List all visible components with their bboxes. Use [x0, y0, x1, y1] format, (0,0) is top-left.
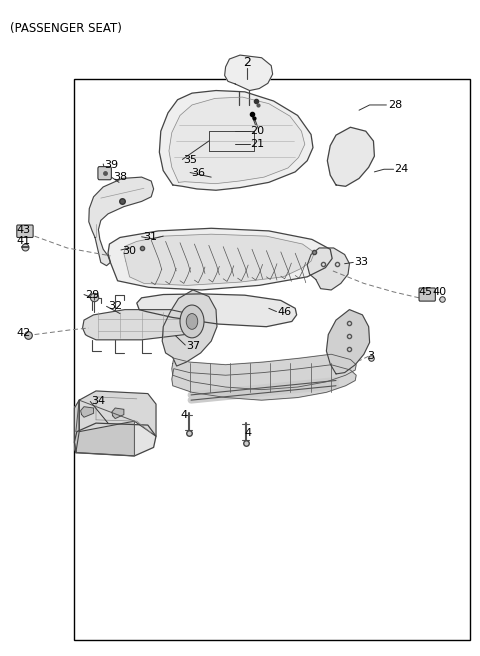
Text: 36: 36	[191, 168, 205, 178]
Text: 39: 39	[105, 159, 119, 170]
Polygon shape	[225, 55, 273, 91]
Text: 45: 45	[419, 287, 432, 297]
Text: 34: 34	[91, 396, 105, 407]
Polygon shape	[124, 234, 314, 285]
Text: 28: 28	[388, 100, 402, 110]
Text: 35: 35	[183, 155, 197, 165]
Text: 43: 43	[17, 224, 31, 235]
Text: 32: 32	[108, 301, 122, 312]
Text: 24: 24	[395, 164, 409, 174]
Polygon shape	[162, 290, 217, 366]
Polygon shape	[307, 248, 349, 290]
Text: 37: 37	[186, 340, 200, 351]
Text: 20: 20	[251, 126, 264, 136]
Circle shape	[180, 305, 204, 338]
Text: 3: 3	[367, 350, 374, 361]
Polygon shape	[89, 177, 154, 266]
Polygon shape	[108, 228, 332, 290]
FancyBboxPatch shape	[98, 167, 111, 180]
Circle shape	[186, 314, 198, 329]
Text: 38: 38	[113, 172, 127, 182]
Text: 4: 4	[245, 428, 252, 438]
Polygon shape	[172, 365, 356, 400]
Text: 29: 29	[85, 289, 100, 300]
Text: 46: 46	[277, 306, 291, 317]
Polygon shape	[159, 91, 313, 190]
Polygon shape	[137, 294, 297, 327]
Polygon shape	[172, 354, 356, 390]
FancyBboxPatch shape	[419, 288, 435, 301]
Text: 41: 41	[17, 236, 31, 246]
FancyBboxPatch shape	[17, 225, 33, 237]
Polygon shape	[327, 127, 374, 186]
Text: 42: 42	[17, 327, 31, 338]
Text: (PASSENGER SEAT): (PASSENGER SEAT)	[10, 22, 121, 35]
Text: 30: 30	[122, 245, 136, 256]
Text: 2: 2	[243, 56, 251, 69]
Text: 31: 31	[143, 232, 157, 243]
Text: 21: 21	[251, 139, 264, 150]
Polygon shape	[79, 391, 156, 436]
Bar	[74, 79, 470, 640]
Text: 4: 4	[180, 409, 188, 420]
Polygon shape	[81, 407, 94, 417]
Polygon shape	[326, 310, 370, 374]
Polygon shape	[112, 408, 124, 419]
Text: 40: 40	[432, 287, 446, 297]
Polygon shape	[83, 310, 199, 340]
Polygon shape	[169, 97, 305, 184]
Polygon shape	[74, 423, 156, 456]
Polygon shape	[74, 400, 79, 453]
Polygon shape	[76, 400, 134, 456]
Text: 33: 33	[354, 257, 368, 268]
